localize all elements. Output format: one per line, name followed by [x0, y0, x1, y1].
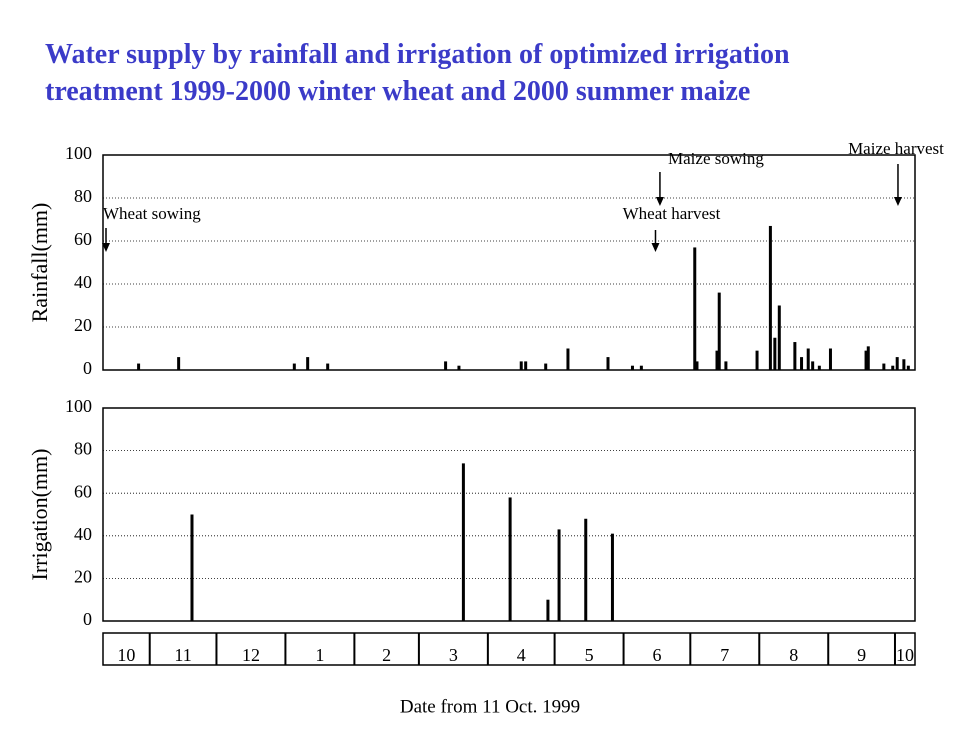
bar — [292, 363, 296, 370]
annotation-arrowhead — [651, 243, 660, 252]
bar — [768, 225, 772, 370]
bar — [524, 361, 528, 370]
bar — [717, 292, 721, 370]
bar — [557, 529, 561, 621]
bar — [566, 348, 570, 370]
y-tick-label: 60 — [74, 481, 92, 501]
bar — [715, 350, 719, 370]
bar — [508, 497, 512, 621]
bar — [519, 361, 523, 370]
x-tick-label: 5 — [585, 645, 594, 665]
y-tick-label: 20 — [74, 315, 92, 335]
x-axis-label: Date from 11 Oct. 1999 — [400, 696, 580, 717]
chart-title: Water supply by rainfall and irrigation … — [45, 39, 790, 70]
bar — [800, 357, 804, 370]
annotation: Wheat harvest — [623, 204, 721, 223]
bar — [724, 361, 728, 370]
month-axis-box — [102, 632, 916, 666]
bar — [610, 533, 614, 621]
bar — [773, 337, 777, 370]
x-tick-label: 11 — [174, 645, 191, 665]
bar — [806, 348, 810, 370]
y-tick-label: 0 — [83, 609, 92, 629]
bar — [866, 346, 870, 370]
bar — [891, 365, 895, 370]
annotation-arrowhead — [655, 197, 664, 206]
bar — [457, 365, 461, 370]
bar — [906, 365, 910, 370]
x-tick-label: 2 — [382, 645, 391, 665]
plot-area — [102, 154, 916, 371]
bar — [639, 365, 643, 370]
bar — [606, 357, 610, 370]
bar — [811, 361, 815, 370]
bar — [190, 514, 194, 621]
y-axis-label: Irrigation(mm) — [27, 449, 52, 581]
bar — [693, 247, 697, 370]
bar — [902, 359, 906, 370]
y-axis-label: Rainfall(mm) — [27, 203, 52, 323]
x-tick-label: 4 — [517, 645, 526, 665]
bar — [444, 361, 448, 370]
y-tick-label: 40 — [74, 272, 92, 292]
bar — [695, 361, 699, 370]
bar — [584, 518, 588, 621]
y-tick-label: 100 — [65, 396, 92, 416]
y-tick-label: 80 — [74, 439, 92, 459]
bar — [864, 350, 868, 370]
x-tick-label: 1 — [315, 645, 324, 665]
chart-title: treatment 1999-2000 winter wheat and 200… — [45, 76, 750, 107]
y-tick-label: 20 — [74, 567, 92, 587]
x-tick-label: 8 — [789, 645, 798, 665]
x-tick-label: 9 — [857, 645, 866, 665]
bar — [630, 365, 634, 370]
bar — [177, 357, 181, 370]
x-tick-label: 7 — [720, 645, 729, 665]
bar — [793, 342, 797, 370]
annotation: Maize sowing — [668, 149, 764, 168]
y-tick-label: 100 — [65, 143, 92, 163]
x-tick-label: 12 — [242, 645, 260, 665]
y-tick-label: 40 — [74, 524, 92, 544]
x-tick-label: 6 — [652, 645, 661, 665]
bar — [882, 363, 886, 370]
bar — [306, 357, 310, 370]
y-tick-label: 0 — [83, 358, 92, 378]
bar — [817, 365, 821, 370]
bar — [755, 350, 759, 370]
bar — [828, 348, 832, 370]
x-tick-label: 3 — [449, 645, 458, 665]
x-tick-label: 10 — [117, 645, 135, 665]
annotation-arrowhead — [102, 243, 110, 252]
bar — [461, 463, 465, 621]
y-tick-label: 60 — [74, 229, 92, 249]
x-tick-label: 10 — [896, 645, 914, 665]
bar — [326, 363, 330, 370]
y-tick-label: 80 — [74, 186, 92, 206]
bar — [546, 599, 550, 621]
annotation: Wheat sowing — [103, 204, 201, 223]
bar — [137, 363, 141, 370]
bar — [777, 305, 781, 370]
bar — [544, 363, 548, 370]
bar — [895, 357, 899, 370]
annotation: Maize harvest — [848, 139, 944, 158]
annotation-arrowhead — [893, 197, 902, 206]
